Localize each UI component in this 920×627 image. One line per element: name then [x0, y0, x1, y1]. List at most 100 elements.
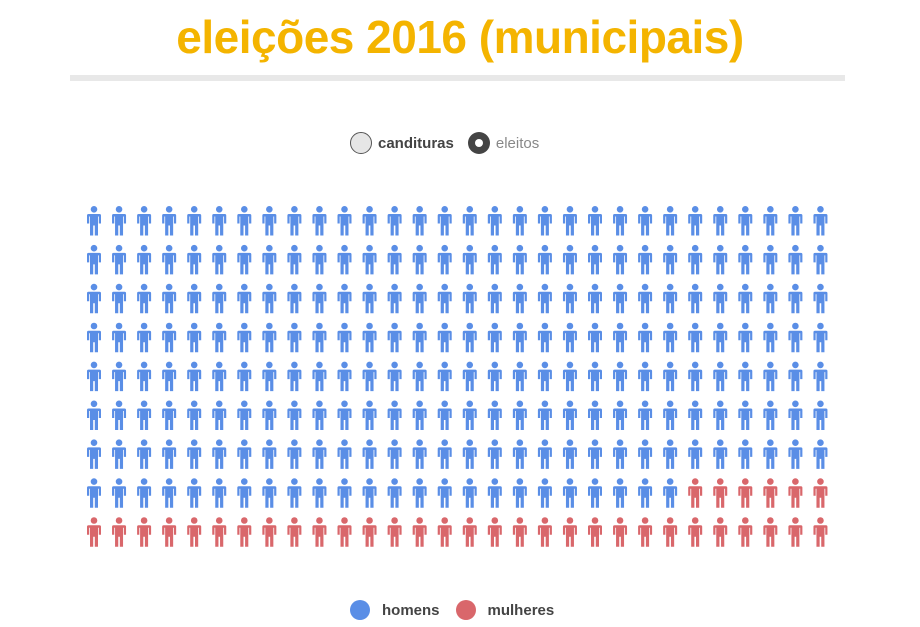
person-icon-homens [537, 400, 552, 430]
person-icon-mulheres [588, 517, 602, 547]
person-icon-mulheres [112, 517, 127, 547]
person-icon-homens [638, 244, 653, 275]
person-icon-homens [512, 478, 527, 508]
person-icon-homens [437, 439, 452, 469]
person-icon-homens [813, 206, 828, 236]
person-icon-homens [162, 322, 177, 353]
person-icon-homens [112, 478, 127, 508]
person-icon-homens [562, 322, 577, 353]
person-icon-mulheres [788, 517, 803, 547]
page-title: eleições 2016 (municipais) [176, 11, 744, 63]
person-icon-homens [537, 206, 552, 236]
person-icon-homens [738, 400, 753, 430]
person-icon-homens [663, 206, 678, 236]
person-icon-homens [362, 206, 377, 236]
person-icon-homens [362, 244, 377, 275]
person-icon-homens [763, 400, 778, 430]
person-icon-homens [763, 283, 778, 314]
person-icon-homens [713, 206, 728, 236]
person-icon-homens [337, 283, 352, 314]
person-icon-homens [688, 322, 703, 353]
person-icon-homens [137, 283, 152, 314]
radio-eleitos[interactable] [467, 132, 490, 154]
person-icon-homens [487, 283, 502, 314]
person-icon-homens [137, 206, 152, 236]
person-icon-homens [487, 361, 502, 392]
person-icon-homens [187, 244, 202, 275]
person-icon-homens [337, 400, 352, 430]
person-icon-homens [613, 439, 628, 469]
person-icon-homens [487, 478, 502, 508]
legend-mulheres-label: mulheres [487, 601, 555, 619]
person-icon-homens [412, 361, 427, 392]
person-icon-homens [287, 322, 302, 353]
person-icon-homens [487, 400, 502, 430]
person-icon-homens [312, 244, 327, 275]
person-icon-homens [813, 283, 828, 314]
person-icon-homens [688, 244, 703, 275]
radio-label-candituras[interactable]: candituras [378, 134, 454, 152]
person-icon-mulheres [462, 517, 477, 547]
person-icon-homens [162, 206, 177, 236]
person-icon-homens [87, 439, 101, 469]
person-icon-homens [287, 361, 302, 392]
person-icon-homens [112, 400, 127, 430]
person-icon-homens [763, 361, 778, 392]
person-icon-homens [112, 361, 127, 392]
person-icon-homens [788, 400, 803, 430]
person-icon-homens [713, 400, 728, 430]
person-icon-homens [237, 283, 252, 314]
person-icon-homens [437, 244, 452, 275]
person-icon-homens [588, 478, 602, 508]
person-icon-homens [663, 400, 678, 430]
person-icon-homens [763, 322, 778, 353]
person-icon-mulheres [187, 517, 202, 547]
legend: homens mulheres [350, 600, 554, 620]
person-icon-homens [588, 400, 602, 430]
person-icon-homens [87, 400, 101, 430]
person-icon-homens [763, 244, 778, 275]
person-icon-homens [112, 322, 127, 353]
legend-homens-swatch [350, 600, 370, 620]
person-icon-homens [387, 244, 402, 275]
person-icon-homens [512, 244, 527, 275]
person-icon-homens [337, 361, 352, 392]
person-icon-homens [638, 322, 653, 353]
person-icon-homens [112, 206, 127, 236]
person-icon-mulheres [312, 517, 327, 547]
person-icon-homens [262, 283, 277, 314]
person-icon-homens [562, 478, 577, 508]
person-icon-homens [562, 439, 577, 469]
person-icon-mulheres [237, 517, 252, 547]
person-icon-homens [613, 400, 628, 430]
person-icon-homens [738, 322, 753, 353]
person-icon-homens [638, 400, 653, 430]
person-icon-homens [412, 439, 427, 469]
person-icon-homens [788, 244, 803, 275]
radio-label-eleitos[interactable]: eleitos [495, 134, 540, 152]
person-icon-homens [387, 283, 402, 314]
radio-candituras[interactable] [350, 132, 372, 154]
person-icon-homens [262, 439, 277, 469]
person-icon-homens [87, 283, 101, 314]
person-icon-homens [262, 478, 277, 508]
person-icon-homens [487, 439, 502, 469]
person-icon-homens [137, 244, 152, 275]
title-divider [70, 75, 845, 81]
person-icon-mulheres [512, 517, 527, 547]
person-icon-homens [187, 439, 202, 469]
person-icon-mulheres [387, 517, 402, 547]
person-icon-homens [412, 283, 427, 314]
person-icon-homens [387, 361, 402, 392]
person-icon-homens [512, 361, 527, 392]
person-icon-homens [588, 361, 602, 392]
person-icon-homens [613, 322, 628, 353]
person-icon-homens [437, 206, 452, 236]
person-icon-homens [562, 283, 577, 314]
person-icon-homens [462, 361, 477, 392]
person-icon-mulheres [212, 517, 227, 547]
person-icon-homens [638, 478, 653, 508]
person-icon-homens [512, 439, 527, 469]
person-icon-homens [688, 400, 703, 430]
person-icon-homens [287, 478, 302, 508]
